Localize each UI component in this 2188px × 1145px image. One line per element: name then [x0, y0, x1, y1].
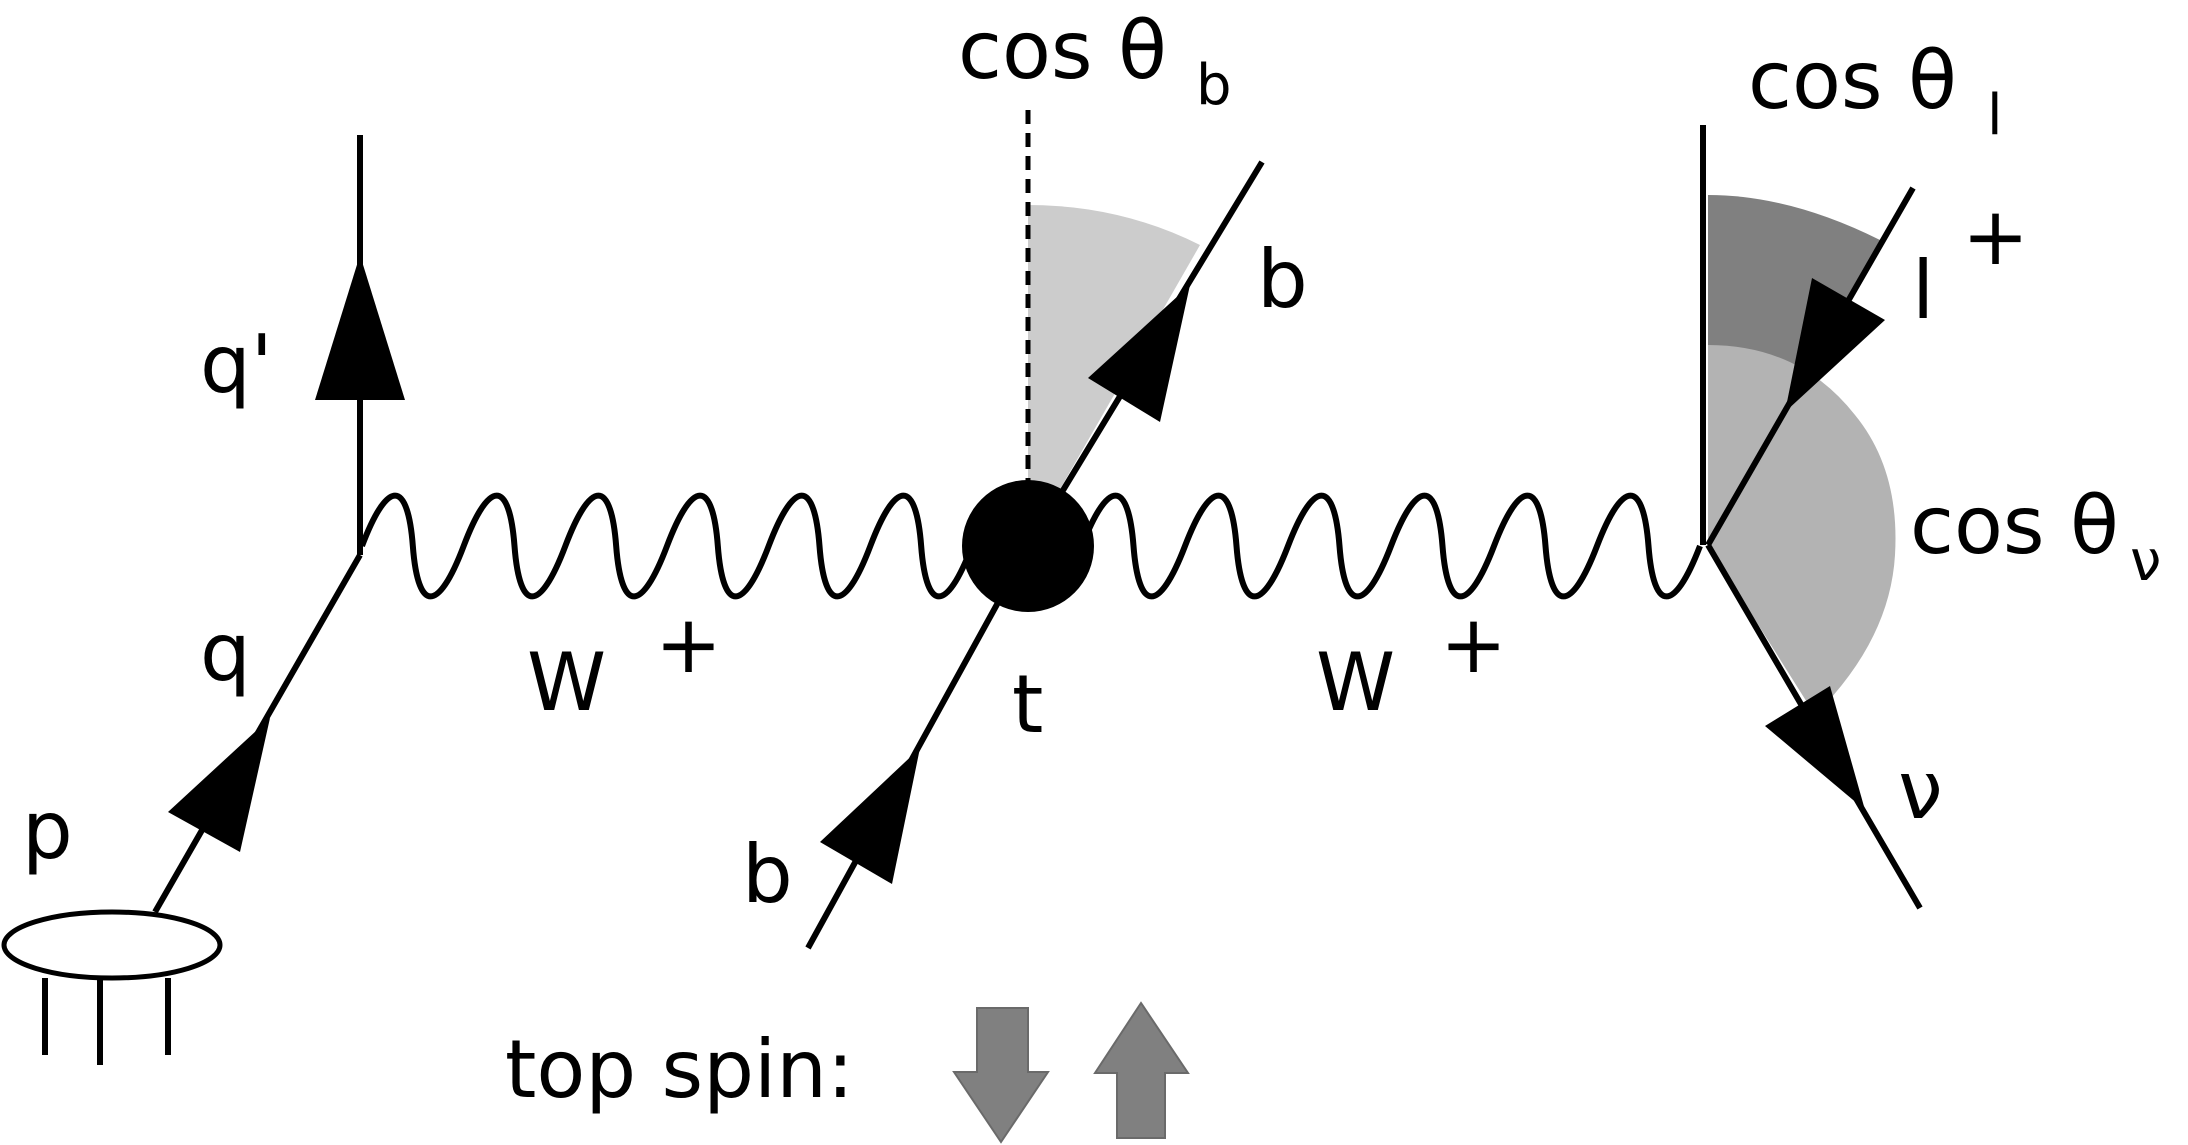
- arrow-q-icon: [168, 718, 270, 852]
- arrow-lepton-icon: [1785, 278, 1885, 412]
- label-cos-theta-nu-sub: ν: [2130, 529, 2161, 594]
- b-quark-in-line: [805, 546, 1031, 950]
- label-b-in: b: [742, 828, 793, 921]
- w-boson-left-wave: [359, 492, 975, 600]
- label-top-spin: top spin:: [505, 1023, 854, 1116]
- label-p: p: [22, 784, 73, 877]
- label-cos-theta-l-sub: l: [1987, 83, 2003, 148]
- arrow-neutrino-icon: [1765, 686, 1865, 810]
- label-w-right-charge: +: [1440, 598, 1507, 691]
- label-lepton-charge: +: [1962, 190, 2029, 283]
- top-quark-vertex: [962, 480, 1094, 612]
- w-boson-right-wave: [1079, 492, 1703, 600]
- label-q: q: [200, 606, 251, 699]
- label-cos-theta-b: cos θ: [958, 4, 1167, 97]
- label-neutrino: ν: [1898, 744, 1943, 837]
- label-cos-theta-b-sub: b: [1196, 53, 1232, 118]
- arrow-down-icon: [952, 1007, 1050, 1144]
- label-w-right: W: [1316, 636, 1395, 729]
- label-w-left-charge: +: [655, 598, 722, 691]
- label-b-out: b: [1257, 233, 1308, 326]
- label-q-prime: q': [200, 318, 273, 411]
- angle-theta-nu-shade: [1708, 345, 1896, 715]
- arrow-b-in-icon: [820, 748, 920, 884]
- label-w-left: W: [527, 636, 606, 729]
- arrow-b-out-icon: [1088, 285, 1190, 422]
- label-lepton: l: [1912, 244, 1934, 337]
- proton-blob: [1, 909, 223, 981]
- arrow-up-icon: [1093, 1001, 1190, 1139]
- arrow-q-prime-icon: [315, 255, 405, 400]
- label-cos-theta-nu: cos θ: [1910, 479, 2119, 572]
- label-t: t: [1012, 658, 1043, 751]
- label-cos-theta-l: cos θ: [1748, 34, 1957, 127]
